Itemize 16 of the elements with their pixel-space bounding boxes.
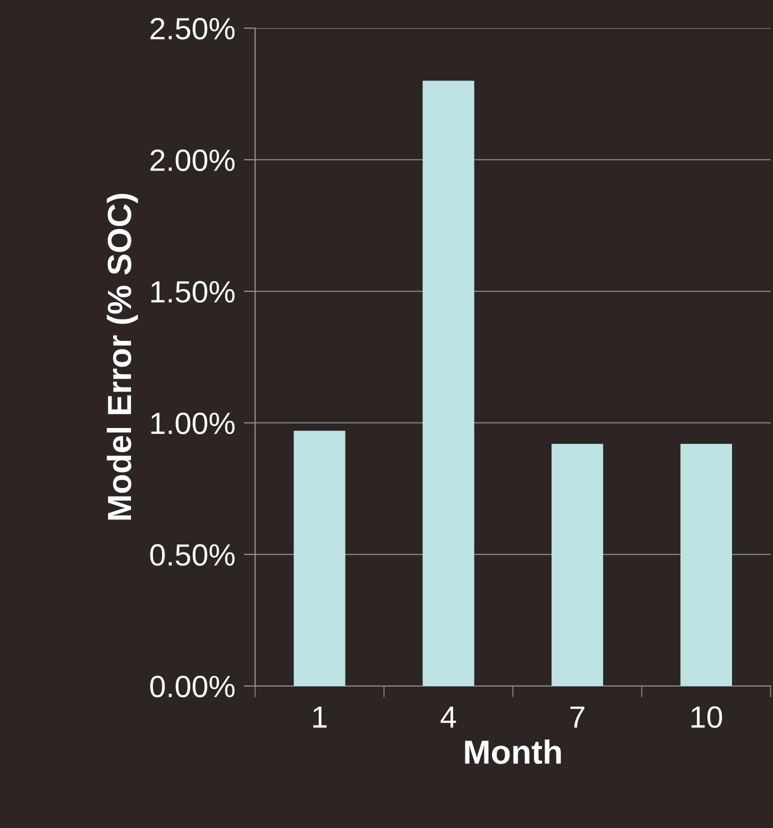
y-tick-label: 0.00% xyxy=(150,676,235,698)
y-tick-label: 0.50% xyxy=(150,544,235,566)
bar xyxy=(552,444,604,686)
x-tick-label: 7 xyxy=(570,706,584,728)
y-tick-label: 2.50% xyxy=(150,18,235,40)
bar xyxy=(680,444,732,686)
bar xyxy=(422,80,474,686)
y-tick-label: 1.00% xyxy=(151,412,235,434)
x-tick-label: 1 xyxy=(313,706,327,728)
x-tick-label: 10 xyxy=(692,706,722,728)
x-tick-label: 4 xyxy=(440,706,456,728)
y-tick-label: 2.00% xyxy=(150,149,235,172)
x-axis-title: Month xyxy=(465,739,561,764)
y-tick-label: 1.50% xyxy=(151,281,235,303)
bar xyxy=(294,430,346,686)
y-axis-title: Model Error (% SOC) xyxy=(106,194,138,520)
